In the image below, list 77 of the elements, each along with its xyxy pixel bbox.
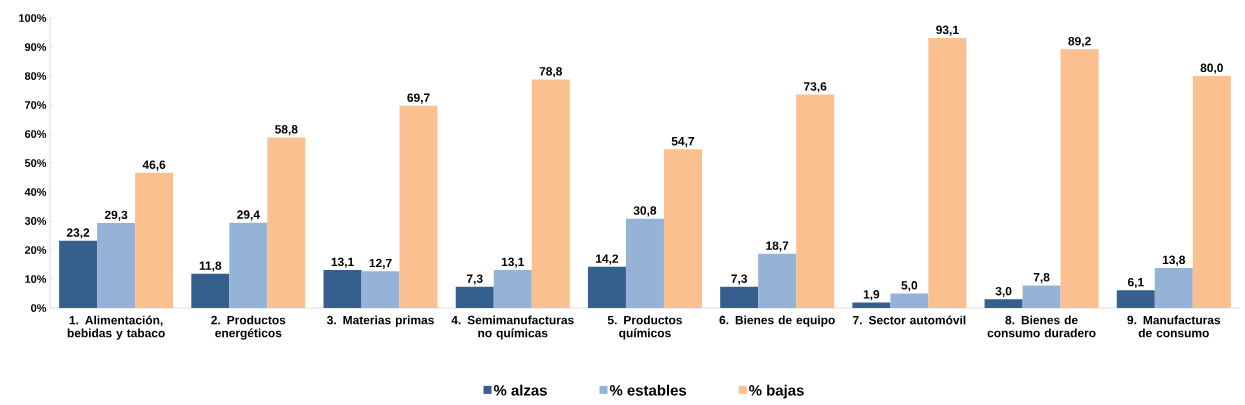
bar: [1116, 290, 1155, 308]
legend-label: % alzas: [493, 384, 547, 396]
y-tick-label: 0%: [31, 304, 47, 312]
bar: [191, 273, 230, 308]
y-tick-label: 100%: [19, 14, 47, 22]
x-tick-label: 7. Sector automóvil: [853, 315, 966, 325]
y-tick-label: 50%: [24, 159, 47, 167]
bar: [59, 240, 98, 308]
data-label: 54,7: [671, 137, 695, 148]
bar: [1060, 49, 1099, 308]
y-tick-label: 90%: [24, 43, 47, 51]
data-label: 29,3: [104, 210, 128, 221]
y-tick-label: 20%: [24, 246, 47, 254]
data-label: 30,8: [633, 206, 657, 217]
bar: [758, 253, 797, 308]
data-label: 7,8: [1033, 272, 1050, 284]
y-tick-label: 10%: [25, 275, 47, 283]
x-tick-label: 4. Semimanufacturas no químicas: [451, 315, 574, 340]
bar: [97, 223, 136, 308]
data-label: 18,7: [766, 241, 789, 252]
data-label: 7,3: [466, 274, 483, 285]
data-label: 12,7: [369, 258, 392, 269]
bar: [1192, 76, 1231, 308]
data-label: 5,0: [901, 281, 918, 292]
bar: [720, 286, 759, 308]
bar: [1154, 267, 1193, 308]
data-label: 13,1: [501, 257, 525, 268]
bar: [493, 270, 532, 308]
x-tick-label: 6. Bienes de equipo: [719, 315, 835, 327]
bar: [587, 266, 626, 308]
data-label: 29,4: [237, 210, 260, 221]
data-label: 69,7: [407, 93, 430, 104]
bar: [135, 172, 174, 308]
bar: [399, 105, 438, 308]
bar: [928, 38, 967, 308]
data-label: 11,8: [199, 261, 222, 272]
x-tick-label: 1. Alimentación, bebidas y tabaco: [67, 315, 165, 340]
bar: [455, 286, 494, 308]
bar: [531, 79, 570, 308]
data-label: 13,1: [331, 257, 354, 268]
y-tick-label: 30%: [24, 217, 47, 225]
x-tick-label: 5. Productos químicos: [607, 315, 682, 340]
bar: [984, 299, 1023, 308]
data-label: 14,2: [596, 254, 619, 265]
data-label: 7,3: [731, 274, 748, 285]
x-tick-label: 9. Manufacturas de consumo: [1127, 315, 1221, 338]
bar: [663, 149, 702, 308]
data-label: 58,8: [275, 125, 298, 136]
data-label: 93,1: [936, 25, 959, 36]
bar: [323, 270, 362, 308]
data-label: 6,1: [1127, 277, 1144, 289]
bar: [852, 302, 891, 308]
data-label: 78,8: [539, 67, 563, 78]
y-tick-label: 70%: [25, 101, 47, 109]
y-tick-label: 80%: [24, 72, 47, 80]
data-label: 80,0: [1200, 63, 1223, 74]
bar: [1022, 285, 1061, 308]
x-tick-label: 3. Materias primas: [326, 315, 434, 327]
y-tick-label: 60%: [24, 130, 47, 138]
data-label: 13,8: [1162, 255, 1186, 266]
bar: [267, 137, 306, 308]
bar: [890, 293, 929, 308]
x-tick-label: 2. Productos energéticos: [211, 315, 286, 340]
x-tick-label: 8. Bienes de consumo duradero: [987, 315, 1096, 338]
bar: [229, 222, 268, 308]
legend-label: % bajas: [749, 384, 804, 399]
data-label: 3,0: [995, 286, 1012, 298]
bar: [361, 271, 400, 308]
data-label: 46,6: [142, 160, 166, 171]
data-label: 23,2: [66, 228, 90, 239]
data-label: 1,9: [863, 290, 880, 301]
bar: [796, 94, 835, 308]
bar: [625, 218, 664, 308]
data-label: 73,6: [804, 82, 827, 93]
y-tick-label: 40%: [24, 188, 47, 196]
legend-label: % estables: [609, 384, 687, 396]
data-label: 89,2: [1068, 36, 1091, 48]
